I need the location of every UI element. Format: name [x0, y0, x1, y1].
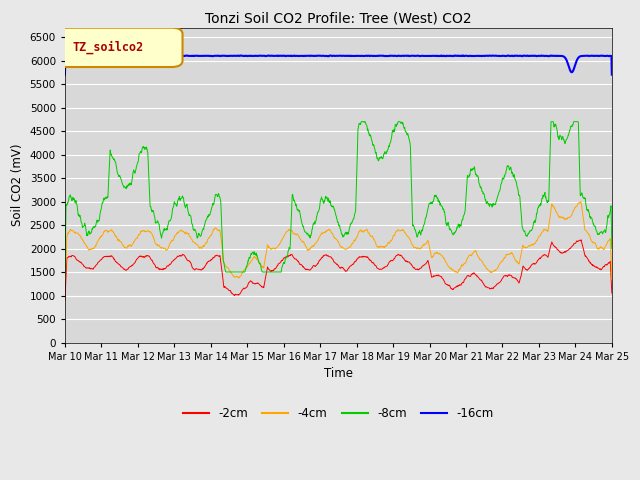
X-axis label: Time: Time [324, 367, 353, 380]
Y-axis label: Soil CO2 (mV): Soil CO2 (mV) [11, 144, 24, 227]
Title: Tonzi Soil CO2 Profile: Tree (West) CO2: Tonzi Soil CO2 Profile: Tree (West) CO2 [205, 11, 472, 25]
Text: TZ_soilco2: TZ_soilco2 [72, 41, 143, 54]
FancyBboxPatch shape [57, 28, 182, 67]
Legend: -2cm, -4cm, -8cm, -16cm: -2cm, -4cm, -8cm, -16cm [179, 402, 499, 425]
